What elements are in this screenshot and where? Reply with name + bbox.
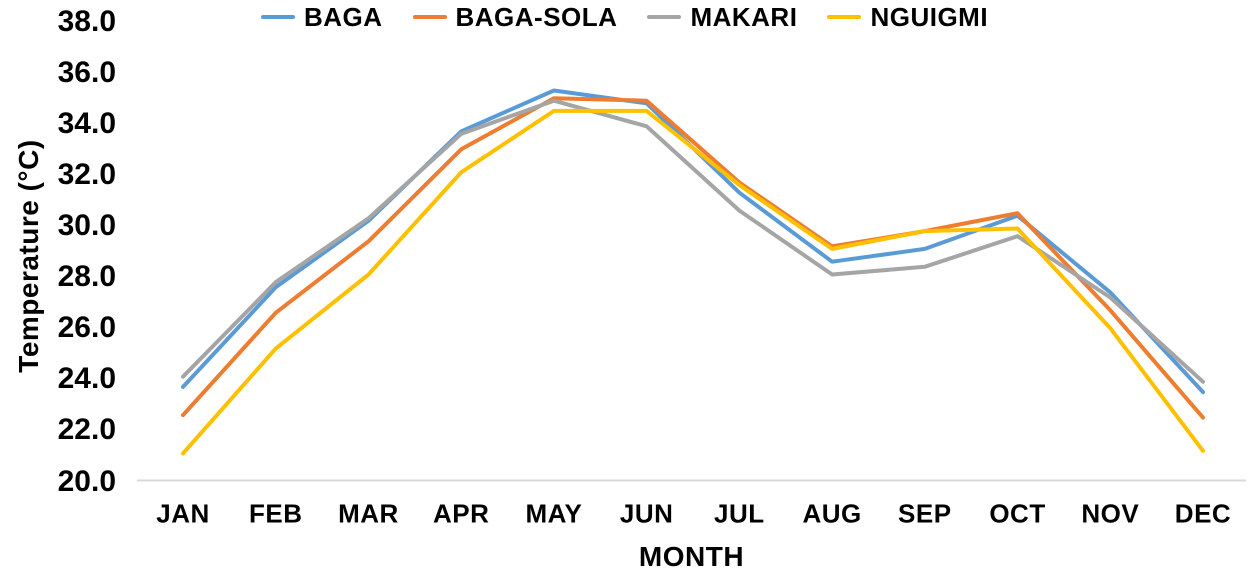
x-tick-label-jul: JUL (714, 498, 765, 529)
legend-line-swatch (647, 15, 682, 19)
legend-item-nguigmi: NGUIGMI (827, 2, 988, 33)
x-tick-label-sep: SEP (898, 498, 952, 529)
x-tick-label-nov: NOV (1081, 498, 1140, 529)
legend-label: NGUIGMI (870, 1, 989, 32)
legend-label: BAGA-SOLA (455, 1, 618, 32)
legend-line-swatch (827, 15, 862, 19)
x-tick-label-jun: JUN (619, 498, 674, 529)
y-tick-label: 26.0 (57, 311, 116, 345)
legend-line-swatch (260, 15, 295, 19)
x-tick-label-feb: FEB (248, 498, 303, 529)
x-tick-label-jan: JAN (156, 498, 210, 529)
y-tick-label: 20.0 (57, 464, 116, 498)
y-tick-label: 38.0 (57, 4, 116, 38)
series-line-baga-sola (181, 96, 1205, 420)
series-line-nguigmi (181, 108, 1205, 456)
legend-label: BAGA (303, 1, 383, 32)
y-tick-label: 28.0 (57, 260, 116, 294)
y-tick-label: 32.0 (57, 157, 116, 191)
legend-item-baga-sola: BAGA-SOLA (412, 1, 618, 33)
chart-legend: BAGA BAGA-SOLA MAKARI NGUIGMI (0, 0, 1249, 34)
x-tick-label-oct: OCT (989, 498, 1046, 529)
x-tick-label-aug: AUG (802, 498, 862, 529)
y-axis-ticks: 38.0 36.0 34.0 32.0 30.0 28.0 26.0 24.0 22.0 20.0 (0, 0, 116, 576)
x-tick-label-may: MAY (525, 498, 583, 529)
x-axis-title: MONTH (638, 541, 745, 572)
y-tick-label: 22.0 (57, 413, 116, 447)
y-tick-label: 36.0 (57, 55, 116, 89)
legend-item-baga: BAGA (260, 1, 383, 33)
x-tick-label-apr: APR (432, 498, 490, 529)
x-tick-label-mar: MAR (338, 498, 399, 529)
x-tick-label-dec: DEC (1174, 498, 1232, 529)
y-tick-label: 24.0 (57, 362, 116, 396)
legend-line-swatch (412, 15, 447, 19)
legend-item-makari: MAKARI (647, 2, 797, 33)
y-tick-label: 34.0 (57, 106, 116, 140)
legend-label: MAKARI (690, 1, 798, 32)
y-tick-label: 30.0 (57, 208, 116, 242)
